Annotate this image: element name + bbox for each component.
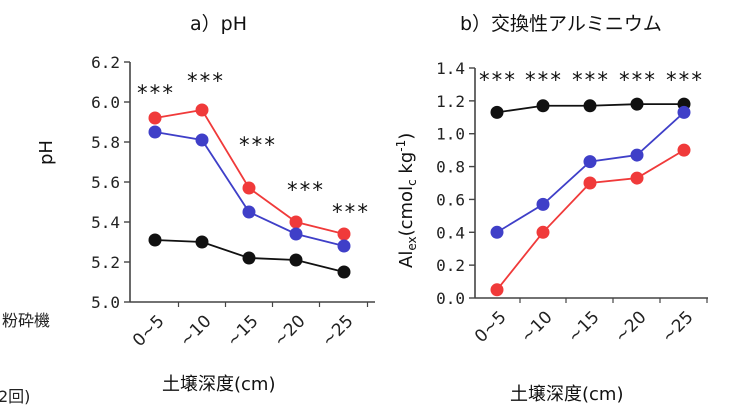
al-series-red-point xyxy=(536,225,550,239)
ph-series-blue-point xyxy=(289,227,303,241)
al-series-red-point xyxy=(677,143,691,157)
ph-series-black-point xyxy=(242,251,256,265)
al-series-red-point xyxy=(490,283,504,297)
ph-series-red-point xyxy=(242,181,256,195)
ph-significance-label: *** xyxy=(331,200,369,224)
al-series-black-point xyxy=(630,97,644,111)
al-xtick-label: ~15 xyxy=(564,307,604,347)
ph-series-blue-point xyxy=(148,125,162,139)
al-ytick-label: 1.2 xyxy=(436,92,465,111)
al-series-blue-point xyxy=(490,225,504,239)
al-series-red-line xyxy=(496,149,685,291)
ph-series-black-point xyxy=(337,265,351,279)
left-fragment-2: 2回) xyxy=(0,387,30,406)
chart-ph-ylabel: pH xyxy=(36,140,57,165)
ph-series-red-point xyxy=(289,215,303,229)
ph-ytick-label: 6.0 xyxy=(91,93,120,112)
ph-series-black-point xyxy=(289,253,303,267)
ph-ytick-label: 5.8 xyxy=(91,133,120,152)
chart-al: b）交換性アルミニウム Alex(cmolc kg-1) 土壌深度(cm) 0.… xyxy=(394,13,708,405)
ph-series-red-point xyxy=(195,103,209,117)
al-series-blue-point xyxy=(583,155,597,169)
ph-series-blue-point xyxy=(242,205,256,219)
ph-ytick-label: 5.2 xyxy=(91,253,120,272)
al-significance-label: *** xyxy=(665,68,703,92)
ph-significance-label: *** xyxy=(136,81,174,105)
ph-series-blue-point xyxy=(337,239,351,253)
chart-al-title: b）交換性アルミニウム xyxy=(460,13,662,35)
ph-series-blue-point xyxy=(195,133,209,147)
al-series-red-point xyxy=(630,171,644,185)
ph-xtick-label: ~10 xyxy=(176,311,216,351)
chart-ph-xlabel: 土壌深度(cm) xyxy=(162,374,275,395)
al-xtick-label: ~25 xyxy=(658,307,698,347)
al-ytick-label: 1.4 xyxy=(436,59,465,78)
al-significance-label: *** xyxy=(571,68,609,92)
ph-significance-label: *** xyxy=(238,133,276,157)
ph-xtick-label: ~15 xyxy=(223,311,263,351)
al-series-red-point xyxy=(583,176,597,190)
chart-al-xlabel: 土壌深度(cm) xyxy=(510,384,623,405)
chart-al-ylabel: Alex(cmolc kg-1) xyxy=(394,133,419,268)
ph-ytick-label: 5.4 xyxy=(91,213,120,232)
al-series-blue-point xyxy=(536,197,550,211)
ph-ytick-label: 6.2 xyxy=(91,53,120,72)
left-fragment-1: 粉砕機 xyxy=(2,311,50,330)
al-xtick-label: ~20 xyxy=(611,307,651,347)
al-ytick-label: 0.8 xyxy=(436,158,465,177)
ph-significance-label: *** xyxy=(186,69,224,93)
ph-series-red-point xyxy=(337,227,351,241)
ph-xtick-label: ~25 xyxy=(318,311,358,351)
al-series-black-point xyxy=(536,99,550,113)
al-ytick-label: 0.2 xyxy=(436,256,465,275)
al-ytick-label: 0.6 xyxy=(436,190,465,209)
al-ytick-label: 0.0 xyxy=(436,289,465,308)
ph-xtick-label: 0~5 xyxy=(129,311,169,351)
al-ytick-label: 0.4 xyxy=(436,223,465,242)
al-series-blue-point xyxy=(677,105,691,119)
al-ytick-label: 1.0 xyxy=(436,125,465,144)
ph-series-red-point xyxy=(148,111,162,125)
al-significance-label: *** xyxy=(524,68,562,92)
ph-xtick-label: ~20 xyxy=(270,311,310,351)
ph-significance-label: *** xyxy=(286,178,324,202)
al-series-black-point xyxy=(490,105,504,119)
al-series-blue-point xyxy=(630,148,644,162)
ph-ytick-label: 5.0 xyxy=(91,293,120,312)
al-xtick-label: ~10 xyxy=(517,307,557,347)
al-significance-label: *** xyxy=(478,68,516,92)
al-series-blue-line xyxy=(496,111,685,234)
ph-ytick-label: 5.6 xyxy=(91,173,120,192)
ph-series-black-point xyxy=(195,235,209,249)
chart-ph: a）pH pH 土壌深度(cm) 5.0 5.2 5.4 5.6 5.8 6.0 6.2 0~… xyxy=(36,13,375,395)
ph-series-black-point xyxy=(148,233,162,247)
chart-ph-title: a）pH xyxy=(190,13,247,35)
al-xtick-label: 0~5 xyxy=(471,307,511,347)
al-series-black-point xyxy=(583,99,597,113)
al-significance-label: *** xyxy=(618,68,656,92)
